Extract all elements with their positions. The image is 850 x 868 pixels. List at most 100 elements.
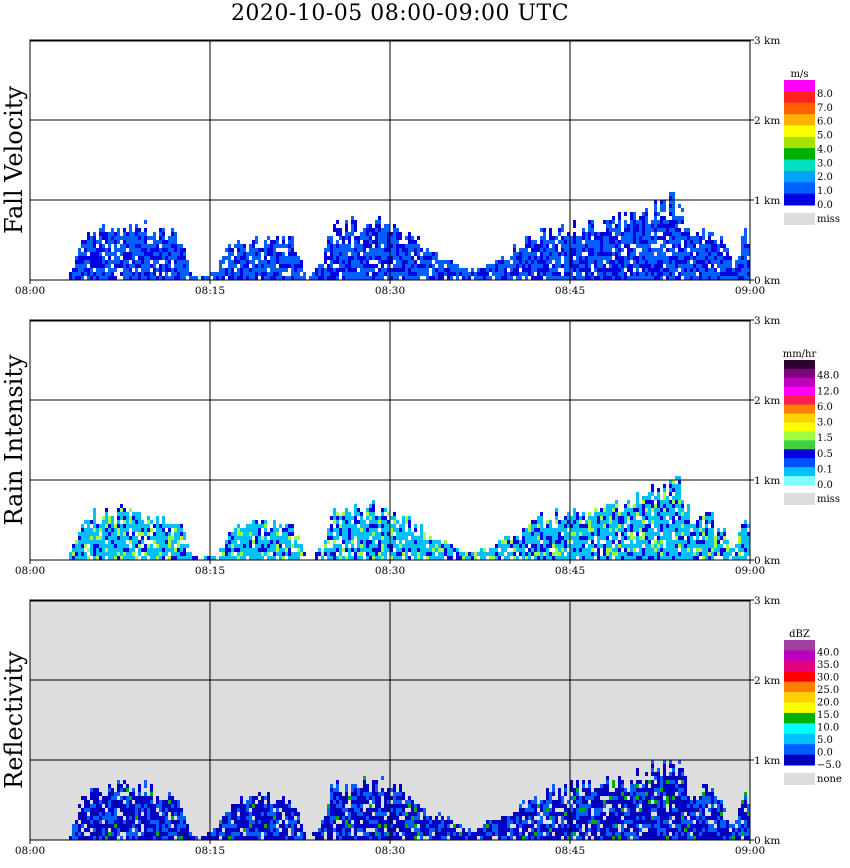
echo-cell xyxy=(702,228,705,232)
echo-cell xyxy=(192,556,195,560)
echo-cell xyxy=(132,248,135,252)
echo-cell xyxy=(696,276,699,280)
echo-cell xyxy=(570,528,573,532)
echo-cell xyxy=(543,540,546,544)
echo-cell xyxy=(747,252,750,256)
echo-cell xyxy=(360,816,363,820)
echo-cell xyxy=(399,804,402,808)
echo-cell xyxy=(93,516,96,520)
echo-cell xyxy=(150,800,153,804)
echo-cell xyxy=(144,260,147,264)
echo-cell xyxy=(552,544,555,548)
echo-cell xyxy=(600,276,603,280)
echo-cell xyxy=(144,800,147,804)
echo-cell xyxy=(708,260,711,264)
echo-cell xyxy=(147,832,150,836)
echo-cell xyxy=(504,548,507,552)
echo-cell xyxy=(156,520,159,524)
echo-cell xyxy=(384,236,387,240)
echo-cell xyxy=(192,276,195,280)
echo-cell xyxy=(396,820,399,824)
colorbar-missing-label: miss xyxy=(817,214,840,225)
echo-cell xyxy=(402,832,405,836)
echo-cell xyxy=(300,268,303,272)
echo-cell xyxy=(129,276,132,280)
echo-cell xyxy=(366,264,369,268)
echo-cell xyxy=(393,556,396,560)
echo-cell xyxy=(315,276,318,280)
echo-cell xyxy=(75,544,78,548)
echo-cell xyxy=(372,268,375,272)
echo-cell xyxy=(393,540,396,544)
echo-cell xyxy=(741,240,744,244)
echo-cell xyxy=(138,828,141,832)
echo-cell xyxy=(123,524,126,528)
echo-cell xyxy=(393,824,396,828)
echo-cell xyxy=(144,816,147,820)
echo-cell xyxy=(129,836,132,840)
echo-cell xyxy=(249,248,252,252)
echo-cell xyxy=(258,264,261,268)
echo-cell xyxy=(627,504,630,508)
echo-cell xyxy=(288,240,291,244)
echo-cell xyxy=(174,832,177,836)
echo-cell xyxy=(591,540,594,544)
echo-cell xyxy=(114,808,117,812)
echo-cell xyxy=(639,232,642,236)
echo-cell xyxy=(597,252,600,256)
echo-cell xyxy=(273,820,276,824)
echo-cell xyxy=(516,272,519,276)
echo-cell xyxy=(129,232,132,236)
echo-cell xyxy=(261,548,264,552)
echo-cell xyxy=(600,516,603,520)
echo-cell xyxy=(150,252,153,256)
echo-cell xyxy=(555,268,558,272)
echo-cell xyxy=(678,232,681,236)
echo-cell xyxy=(672,528,675,532)
echo-cell xyxy=(96,792,99,796)
echo-cell xyxy=(510,272,513,276)
echo-cell xyxy=(744,556,747,560)
echo-cell xyxy=(663,500,666,504)
echo-cell xyxy=(429,824,432,828)
y-tick-label: 1 km xyxy=(754,475,780,487)
echo-cell xyxy=(330,236,333,240)
echo-cell xyxy=(357,792,360,796)
echo-cell xyxy=(726,540,729,544)
echo-cell xyxy=(723,556,726,560)
echo-cell xyxy=(285,812,288,816)
echo-cell xyxy=(729,256,732,260)
echo-cell xyxy=(246,264,249,268)
echo-cell xyxy=(723,268,726,272)
echo-cell xyxy=(132,532,135,536)
echo-cell xyxy=(126,552,129,556)
echo-cell xyxy=(621,232,624,236)
echo-cell xyxy=(276,816,279,820)
echo-cell xyxy=(708,536,711,540)
echo-cell xyxy=(111,800,114,804)
echo-cell xyxy=(273,520,276,524)
echo-cell xyxy=(366,512,369,516)
echo-cell xyxy=(372,516,375,520)
echo-cell xyxy=(438,544,441,548)
echo-cell xyxy=(90,248,93,252)
echo-cell xyxy=(651,516,654,520)
echo-cell xyxy=(354,512,357,516)
echo-cell xyxy=(291,816,294,820)
echo-cell xyxy=(660,536,663,540)
echo-cell xyxy=(558,552,561,556)
echo-cell xyxy=(684,244,687,248)
echo-cell xyxy=(357,800,360,804)
echo-cell xyxy=(564,276,567,280)
echo-cell xyxy=(105,240,108,244)
echo-cell xyxy=(123,240,126,244)
echo-cell xyxy=(381,272,384,276)
echo-cell xyxy=(531,548,534,552)
echo-cell xyxy=(603,528,606,532)
echo-cell xyxy=(294,256,297,260)
echo-cell xyxy=(591,232,594,236)
echo-cell xyxy=(561,536,564,540)
echo-cell xyxy=(126,232,129,236)
echo-cell xyxy=(180,276,183,280)
echo-cell xyxy=(153,272,156,276)
